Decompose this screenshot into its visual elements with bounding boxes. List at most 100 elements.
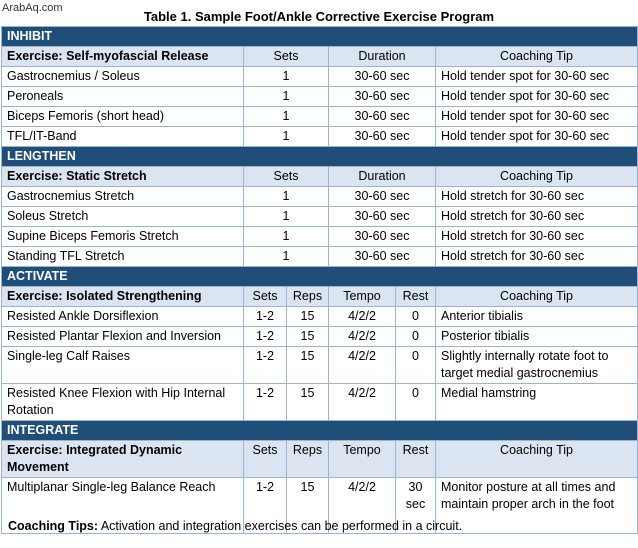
header-exercise: Exercise: Isolated Strengthening bbox=[1, 286, 244, 307]
table-row: TFL/IT-Band 1 30-60 sec Hold tender spot… bbox=[1, 126, 638, 147]
exercise-cell: Soleus Stretch bbox=[1, 206, 244, 227]
section-title: INTEGRATE bbox=[0, 420, 638, 441]
header-tempo: Tempo bbox=[328, 286, 396, 307]
header-tempo: Tempo bbox=[328, 440, 396, 478]
duration-cell: 30-60 sec bbox=[328, 206, 436, 227]
table-row: Soleus Stretch 1 30-60 sec Hold stretch … bbox=[1, 206, 638, 227]
table-row: Resisted Knee Flexion with Hip Internal … bbox=[1, 383, 638, 421]
sets-cell: 1-2 bbox=[243, 306, 287, 327]
header-reps: Reps bbox=[286, 440, 329, 478]
sets-cell: 1 bbox=[243, 126, 329, 147]
section-title: LENGTHEN bbox=[0, 146, 638, 167]
duration-cell: 30-60 sec bbox=[328, 86, 436, 107]
table-row: Gastrocnemius Stretch 1 30-60 sec Hold s… bbox=[1, 186, 638, 207]
sets-cell: 1 bbox=[243, 246, 329, 267]
exercise-table: INHIBIT Exercise: Self-myofascial Releas… bbox=[0, 26, 638, 534]
header-duration: Duration bbox=[328, 166, 436, 187]
tip-cell: Hold tender spot for 30-60 sec bbox=[434, 106, 638, 127]
header-tip: Coaching Tip bbox=[434, 46, 638, 67]
header-exercise: Exercise: Static Stretch bbox=[1, 166, 244, 187]
reps-cell: 15 bbox=[286, 477, 329, 534]
section-title: INHIBIT bbox=[0, 26, 638, 47]
exercise-cell: Standing TFL Stretch bbox=[1, 246, 244, 267]
reps-cell: 15 bbox=[286, 383, 329, 421]
tip-cell: Hold tender spot for 30-60 sec bbox=[434, 86, 638, 107]
header-sets: Sets bbox=[243, 440, 287, 478]
duration-cell: 30-60 sec bbox=[328, 226, 436, 247]
watermark: ArabAq.com bbox=[2, 2, 63, 14]
header-row: Exercise: Integrated Dynamic Movement Se… bbox=[1, 440, 638, 478]
header-tip: Coaching Tip bbox=[434, 166, 638, 187]
table-row: Multiplanar Single-leg Balance Reach 1-2… bbox=[1, 477, 638, 534]
rest-cell: 0 bbox=[395, 383, 436, 421]
exercise-cell: Supine Biceps Femoris Stretch bbox=[1, 226, 244, 247]
section-integrate: INTEGRATE bbox=[0, 420, 638, 441]
header-row: Exercise: Self-myofascial Release Sets D… bbox=[1, 46, 638, 67]
reps-cell: 15 bbox=[286, 306, 329, 327]
tempo-cell: 4/2/2 bbox=[328, 346, 396, 384]
rest-cell: 0 bbox=[395, 326, 436, 347]
sets-cell: 1-2 bbox=[243, 477, 287, 534]
section-inhibit: INHIBIT bbox=[0, 26, 638, 47]
tip-cell: Hold stretch for 30-60 sec bbox=[434, 226, 638, 247]
rest-cell: 0 bbox=[395, 346, 436, 384]
duration-cell: 30-60 sec bbox=[328, 126, 436, 147]
section-title: ACTIVATE bbox=[0, 266, 638, 287]
sets-cell: 1 bbox=[243, 86, 329, 107]
tip-cell: Medial hamstring bbox=[434, 383, 638, 421]
duration-cell: 30-60 sec bbox=[328, 66, 436, 87]
table-row: Peroneals 1 30-60 sec Hold tender spot f… bbox=[1, 86, 638, 107]
table-row: Standing TFL Stretch 1 30-60 sec Hold st… bbox=[1, 246, 638, 267]
header-tip: Coaching Tip bbox=[434, 440, 638, 478]
exercise-cell: TFL/IT-Band bbox=[1, 126, 244, 147]
table-row: Resisted Plantar Flexion and Inversion 1… bbox=[1, 326, 638, 347]
sets-cell: 1 bbox=[243, 66, 329, 87]
header-tip: Coaching Tip bbox=[434, 286, 638, 307]
header-sets: Sets bbox=[243, 166, 329, 187]
tip-cell: Posterior tibialis bbox=[434, 326, 638, 347]
exercise-cell: Resisted Knee Flexion with Hip Internal … bbox=[1, 383, 244, 421]
header-exercise: Exercise: Integrated Dynamic Movement bbox=[1, 440, 244, 478]
table-row: Gastrocnemius / Soleus 1 30-60 sec Hold … bbox=[1, 66, 638, 87]
tip-cell: Hold tender spot for 30-60 sec bbox=[434, 126, 638, 147]
tip-cell: Anterior tibialis bbox=[434, 306, 638, 327]
reps-cell: 15 bbox=[286, 326, 329, 347]
header-row: Exercise: Isolated Strengthening Sets Re… bbox=[1, 286, 638, 307]
header-row: Exercise: Static Stretch Sets Duration C… bbox=[1, 166, 638, 187]
exercise-cell: Resisted Ankle Dorsiflexion bbox=[1, 306, 244, 327]
sets-cell: 1 bbox=[243, 226, 329, 247]
header-sets: Sets bbox=[243, 46, 329, 67]
sets-cell: 1 bbox=[243, 106, 329, 127]
exercise-cell: Single-leg Calf Raises bbox=[1, 346, 244, 384]
tip-cell: Hold stretch for 30-60 sec bbox=[434, 206, 638, 227]
sets-cell: 1-2 bbox=[243, 346, 287, 384]
sets-cell: 1-2 bbox=[243, 383, 287, 421]
header-rest: Rest bbox=[395, 440, 436, 478]
footer-note: Coaching Tips: Activation and integratio… bbox=[8, 519, 462, 533]
exercise-cell: Biceps Femoris (short head) bbox=[1, 106, 244, 127]
header-sets: Sets bbox=[243, 286, 287, 307]
duration-cell: 30-60 sec bbox=[328, 186, 436, 207]
exercise-cell: Gastrocnemius / Soleus bbox=[1, 66, 244, 87]
exercise-cell: Resisted Plantar Flexion and Inversion bbox=[1, 326, 244, 347]
tip-cell: Hold stretch for 30-60 sec bbox=[434, 186, 638, 207]
footer-text: Activation and integration exercises can… bbox=[98, 519, 463, 533]
duration-cell: 30-60 sec bbox=[328, 106, 436, 127]
exercise-cell: Peroneals bbox=[1, 86, 244, 107]
section-activate: ACTIVATE bbox=[0, 266, 638, 287]
sets-cell: 1-2 bbox=[243, 326, 287, 347]
sets-cell: 1 bbox=[243, 206, 329, 227]
tempo-cell: 4/2/2 bbox=[328, 383, 396, 421]
table-title: Table 1. Sample Foot/Ankle Corrective Ex… bbox=[143, 9, 495, 24]
rest-cell: 0 bbox=[395, 306, 436, 327]
table-row: Supine Biceps Femoris Stretch 1 30-60 se… bbox=[1, 226, 638, 247]
header-reps: Reps bbox=[286, 286, 329, 307]
table-row: Biceps Femoris (short head) 1 30-60 sec … bbox=[1, 106, 638, 127]
section-lengthen: LENGTHEN bbox=[0, 146, 638, 167]
duration-cell: 30-60 sec bbox=[328, 246, 436, 267]
tip-cell: Monitor posture at all times and maintai… bbox=[434, 477, 638, 534]
header-rest: Rest bbox=[395, 286, 436, 307]
exercise-cell: Gastrocnemius Stretch bbox=[1, 186, 244, 207]
tempo-cell: 4/2/2 bbox=[328, 306, 396, 327]
table-row: Single-leg Calf Raises 1-2 15 4/2/2 0 Sl… bbox=[1, 346, 638, 384]
